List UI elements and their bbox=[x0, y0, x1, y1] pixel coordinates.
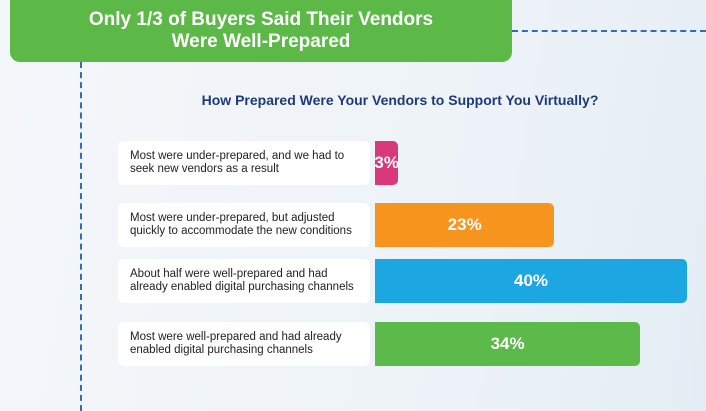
dashed-line bbox=[512, 30, 706, 32]
value-label: 23% bbox=[447, 215, 482, 234]
category-label: Most were under-prepared, and we had to … bbox=[118, 141, 370, 185]
bar: 34% bbox=[375, 322, 641, 366]
value-label: 34% bbox=[490, 334, 525, 353]
category-label: About half were well-prepared and had al… bbox=[118, 259, 370, 303]
chart-subtitle: How Prepared Were Your Vendors to Suppor… bbox=[201, 92, 599, 108]
category-label: Most were well-prepared and had already … bbox=[118, 322, 370, 366]
value-label: 3% bbox=[374, 153, 399, 172]
chart-title: Only 1/3 of Buyers Said Their Vendors We… bbox=[10, 0, 512, 62]
bar: 40% bbox=[375, 259, 687, 303]
value-label: 40% bbox=[513, 271, 549, 290]
category-label: Most were under-prepared, but adjusted q… bbox=[118, 203, 370, 247]
dashed-line bbox=[80, 62, 82, 411]
bar: 23% bbox=[375, 203, 555, 247]
bar: 3% bbox=[374, 141, 399, 185]
